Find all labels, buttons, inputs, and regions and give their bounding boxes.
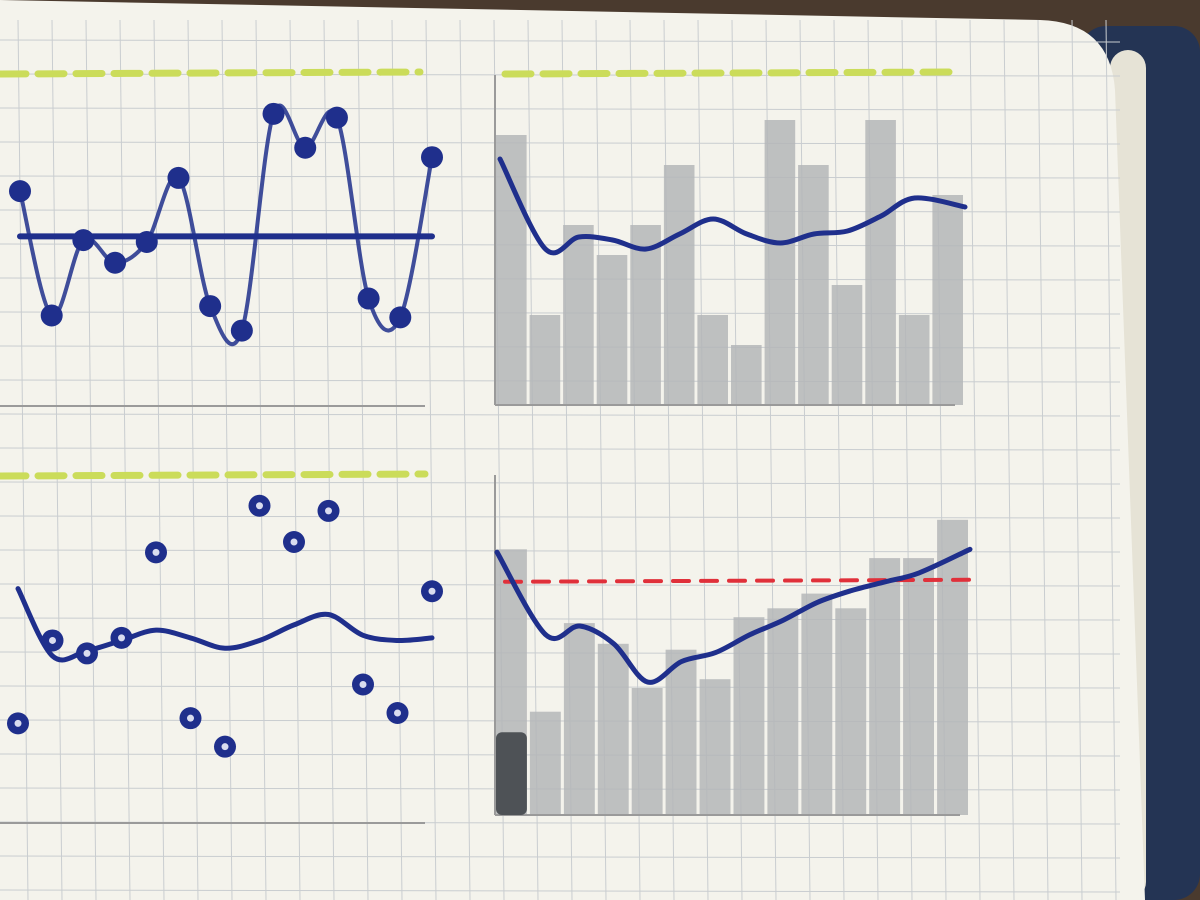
bar [529, 315, 561, 405]
data-point-center [83, 649, 91, 657]
grid-line-vertical [255, 19, 267, 900]
data-point-center [221, 743, 229, 751]
grid-line-horizontal [0, 481, 1121, 485]
data-point [230, 319, 253, 342]
panel-bar-chart-with-reference [494, 475, 973, 816]
bar [831, 285, 863, 405]
data-point-center [325, 507, 332, 515]
grid-line-horizontal [0, 447, 1121, 451]
bar [798, 165, 829, 405]
panel-scatter-with-trend [0, 470, 443, 824]
data-point-center [359, 681, 367, 688]
bar [496, 135, 527, 405]
grid-line-horizontal [0, 107, 1121, 111]
data-point-center [394, 709, 401, 717]
bar [869, 558, 901, 815]
data-point-center [118, 634, 125, 642]
data-point [9, 180, 31, 203]
data-point [389, 306, 412, 329]
grid-line-vertical [1037, 19, 1049, 900]
data-point [262, 102, 285, 125]
grid-line-vertical [289, 19, 301, 900]
bar [697, 315, 728, 405]
data-point [357, 287, 380, 310]
bar [665, 649, 697, 815]
bar [898, 315, 930, 405]
grid-line-vertical [119, 19, 131, 900]
bar [865, 120, 896, 405]
panel-bar-chart-with-trend [494, 68, 968, 406]
grid-line-vertical [51, 19, 63, 900]
data-point-center [256, 502, 263, 510]
trend-line [497, 156, 968, 256]
bar [764, 120, 796, 405]
bar [663, 165, 695, 405]
grid-line-horizontal [0, 413, 1121, 417]
grid-line-horizontal [0, 39, 1121, 43]
data-point [199, 295, 222, 318]
bar [699, 679, 731, 815]
bar [731, 345, 762, 405]
data-point [40, 304, 63, 327]
grid-line-vertical [1071, 19, 1083, 900]
bar [597, 643, 629, 815]
highlighter-dash-rule [0, 68, 424, 78]
bar [630, 225, 661, 405]
grid-line-horizontal [0, 549, 1121, 553]
bar [596, 255, 628, 405]
data-point-center [49, 636, 56, 644]
highlighter-dash-rule [0, 470, 429, 480]
grid-line-horizontal [0, 515, 1121, 519]
bar [733, 617, 765, 815]
trend-line [494, 546, 973, 685]
grid-line-horizontal [0, 141, 1121, 145]
data-point-center [187, 714, 194, 722]
grid-line-horizontal [0, 889, 1121, 893]
data-point [167, 166, 190, 189]
grid-line-vertical [391, 19, 403, 900]
data-point [325, 106, 348, 129]
bar [563, 225, 594, 405]
grid-line-vertical [323, 19, 335, 900]
grid-line-vertical [17, 19, 29, 900]
data-point [421, 146, 443, 169]
bar [767, 608, 799, 815]
grid-line-vertical [1003, 19, 1015, 900]
data-point-center [152, 548, 160, 556]
data-point-center [290, 538, 298, 546]
grid-line-vertical [969, 19, 981, 900]
bar [937, 519, 968, 815]
bar [932, 195, 963, 405]
bar [631, 688, 663, 815]
bar [835, 608, 867, 815]
grid-line-vertical [357, 19, 369, 900]
bar [903, 558, 934, 815]
reference-line [503, 577, 972, 584]
bar [529, 711, 561, 815]
data-point [72, 229, 95, 252]
data-point [294, 136, 317, 159]
bar [563, 623, 595, 815]
grid-line-vertical [187, 19, 199, 900]
panel-line-chart [0, 68, 443, 407]
highlighted-bar-segment [496, 732, 527, 815]
data-point-center [428, 587, 436, 595]
bar [801, 593, 833, 815]
grid-line-vertical [1105, 19, 1117, 900]
grid-line-vertical [153, 19, 165, 900]
data-point [135, 231, 158, 253]
highlighter-dash-rule [501, 68, 964, 78]
grid-line-vertical [85, 19, 97, 900]
data-point-center [14, 719, 22, 727]
grid-line-horizontal [0, 855, 1121, 859]
grid-line-vertical [459, 19, 471, 900]
data-point [104, 251, 127, 274]
